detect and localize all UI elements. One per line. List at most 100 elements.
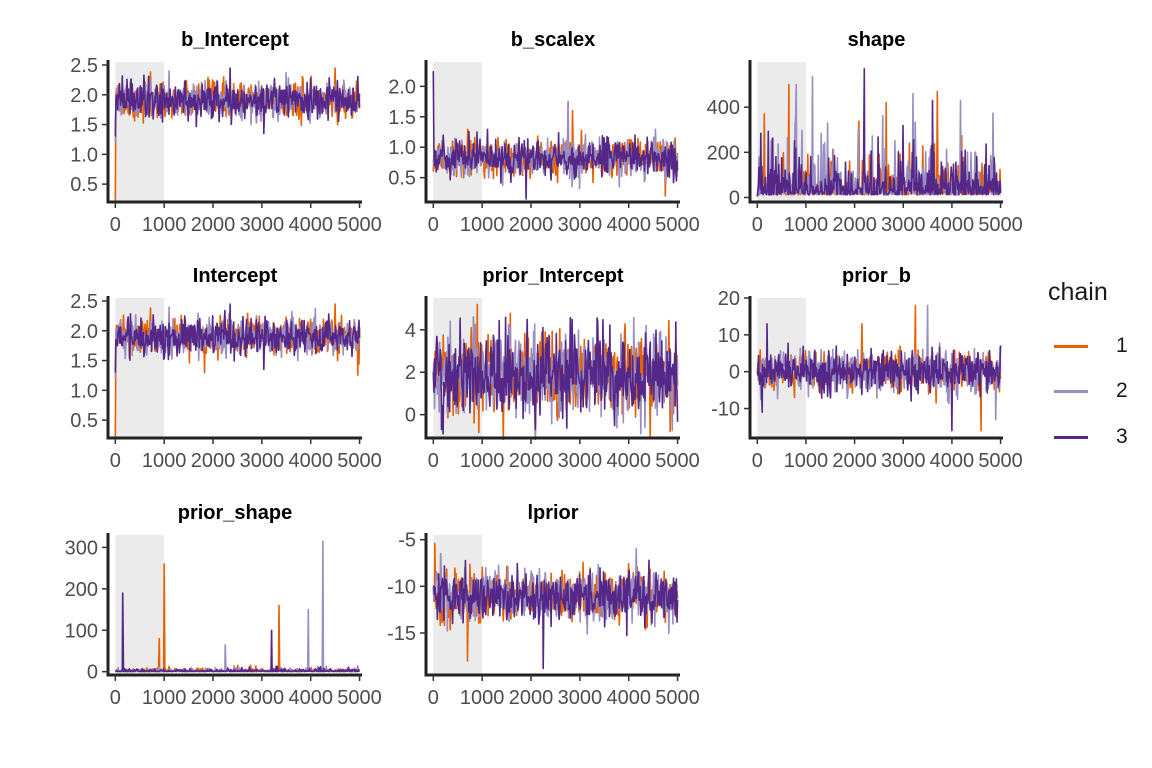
x-tick-label: 0 [428,450,439,472]
x-tick-label: 0 [428,214,439,236]
x-tick-label: 3000 [881,450,926,472]
trace-chain-3 [432,71,679,200]
x-tick-label: 1000 [142,450,187,472]
legend-label-chain-1: 1 [1116,334,1128,357]
x-tick-label: 5000 [978,214,1023,236]
x-tick-label: 1000 [784,450,829,472]
trace-chain-3 [114,592,360,673]
x-tick-label: 1000 [460,687,505,709]
trace-chain-3 [114,67,361,137]
legend-label-chain-2: 2 [1116,379,1128,402]
x-tick-label: 5000 [337,687,382,709]
x-tick-label: 0 [428,687,439,709]
y-tick-label: 0 [405,405,416,427]
traces [432,542,679,670]
legend-swatch-chain-3 [1054,436,1088,439]
traces [432,71,679,200]
y-tick-label: 0 [729,362,740,384]
x-tick-label: 3000 [558,214,603,236]
y-tick-label: 0.5 [388,168,416,190]
y-tick-label: 1.0 [388,137,416,159]
y-tick-label: 300 [65,537,98,559]
x-tick-label: 0 [110,214,121,236]
x-tick-label: 3000 [881,214,926,236]
traces [114,303,361,439]
y-tick-label: 10 [718,325,740,347]
x-tick-label: 3000 [240,687,285,709]
panel-title: prior_shape [178,502,292,524]
x-tick-label: 2000 [509,450,554,472]
panel-b-scalex: 0.5 1.0 1.5 2.0 0 1000 2000 3000 4000 5000 b_scale… [388,29,700,236]
x-tick-label: 3000 [240,450,285,472]
y-tick-label: -10 [387,576,416,598]
x-tick-label: 3000 [558,687,603,709]
x-tick-label: 4000 [606,687,651,709]
x-tick-label: 2000 [509,687,554,709]
y-tick-label: -5 [398,530,416,552]
traces [114,67,361,203]
x-tick-label: 0 [110,450,121,472]
x-tick-label: 2000 [832,214,877,236]
y-tick-label: 0 [87,662,98,684]
trace-chain-3 [114,303,361,373]
panel-title: b_scalex [511,29,596,51]
x-tick-label: 5000 [978,450,1023,472]
legend-label-chain-3: 3 [1116,425,1128,448]
y-tick-label: 2.5 [70,291,98,313]
legend-title: chain [1048,278,1108,306]
y-tick-label: 4 [405,320,416,342]
panel-title: prior_Intercept [482,265,623,287]
x-tick-label: 5000 [337,214,382,236]
x-tick-label: 3000 [558,450,603,472]
x-tick-label: 0 [110,687,121,709]
y-tick-label: -10 [711,399,740,421]
panel-b-intercept: 0.5 1.0 1.5 2.0 2.5 0 1000 2000 3000 4000 5000 b_In… [70,29,382,236]
trace-chain-3 [432,559,679,670]
x-tick-label: 4000 [288,450,333,472]
panel-intercept: 0.5 1.0 1.5 2.0 2.5 0 1000 2000 3000 4000 5000 Inte… [70,265,382,472]
x-tick-label: 1000 [142,687,187,709]
legend-swatch-chain-1 [1054,345,1088,348]
x-tick-label: 4000 [606,450,651,472]
y-tick-label: 0.5 [70,410,98,432]
x-tick-label: 1000 [460,450,505,472]
x-tick-label: 2000 [191,214,236,236]
x-tick-label: 1000 [142,214,187,236]
panel-title: lprior [527,502,578,524]
traces [432,303,679,440]
trace-chain-3 [432,316,679,435]
chain-legend: chain 1 2 3 [1040,278,1150,448]
y-tick-label: 2.0 [388,76,416,98]
x-tick-label: 0 [752,450,763,472]
x-tick-label: 5000 [655,450,700,472]
x-tick-label: 3000 [240,214,285,236]
traces [756,304,1002,432]
panel-title: prior_b [842,265,911,287]
y-tick-label: 1.5 [70,351,98,373]
x-tick-label: 2000 [191,687,236,709]
y-tick-label: 0 [729,187,740,209]
traces [756,68,1002,197]
x-tick-label: 5000 [337,450,382,472]
x-tick-label: 1000 [784,214,829,236]
x-tick-label: 0 [752,214,763,236]
x-tick-label: 2000 [832,450,877,472]
y-tick-label: -15 [387,623,416,645]
y-tick-label: 1.5 [388,107,416,129]
x-tick-label: 4000 [930,214,975,236]
trace-chain-3 [756,68,1002,197]
x-tick-label: 4000 [288,214,333,236]
y-tick-label: 2.0 [70,321,98,343]
y-tick-label: 2.0 [70,85,98,107]
panel-prior-intercept: 0 2 4 0 1000 2000 3000 4000 5000 prior_Intercept [405,265,700,472]
panel-title: shape [848,29,906,51]
y-tick-label: 1.5 [70,115,98,137]
y-tick-label: 1.0 [70,380,98,402]
y-tick-label: 2 [405,362,416,384]
panel-title: b_Intercept [181,29,289,51]
y-tick-label: 20 [718,288,740,310]
x-tick-label: 4000 [606,214,651,236]
